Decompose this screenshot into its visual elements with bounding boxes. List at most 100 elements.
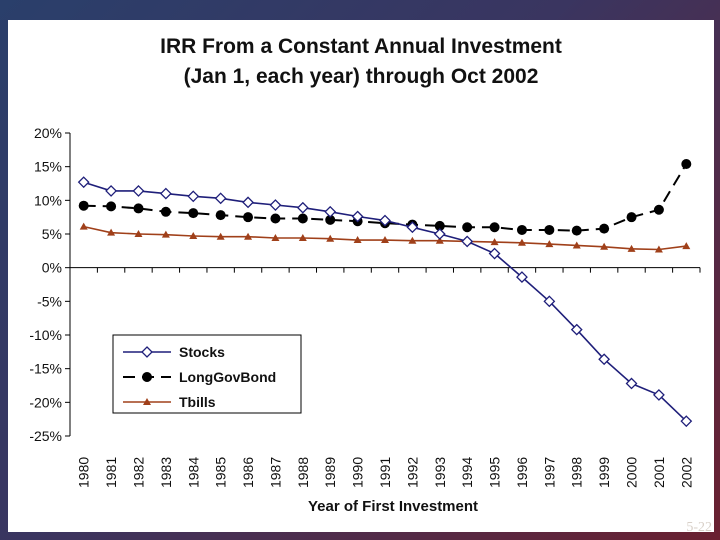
x-tick-label: 1996 — [514, 457, 530, 488]
data-point-longgovbond — [188, 208, 199, 219]
x-tick-label: 1995 — [487, 457, 503, 488]
data-point-longgovbond — [653, 204, 664, 215]
data-point-longgovbond — [544, 224, 555, 235]
x-tick-label: 1990 — [350, 457, 366, 488]
y-tick-label: -10% — [29, 327, 62, 343]
x-tick-label: 1983 — [158, 457, 174, 488]
data-point-tbills — [161, 230, 170, 238]
legend-label-stocks: Stocks — [179, 344, 225, 360]
x-tick-label: 1991 — [377, 457, 393, 488]
x-tick-label: 1987 — [267, 457, 283, 488]
data-point-stocks — [351, 210, 364, 223]
data-point-tbills — [298, 234, 307, 242]
data-point-longgovbond — [270, 213, 281, 224]
y-tick-label: -15% — [29, 361, 62, 377]
data-point-stocks — [105, 184, 118, 197]
data-point-stocks — [269, 199, 282, 211]
x-axis-label: Year of First Investment — [308, 498, 478, 515]
y-tick-label: -5% — [37, 293, 62, 309]
data-point-tbills — [572, 241, 581, 249]
data-point-stocks — [570, 323, 583, 336]
y-tick-label: 5% — [42, 226, 62, 242]
data-point-longgovbond — [626, 212, 637, 223]
data-point-tbills — [654, 245, 663, 253]
data-point-longgovbond — [133, 203, 144, 214]
x-tick-label: 1994 — [459, 457, 475, 488]
data-point-tbills — [408, 236, 417, 244]
data-point-stocks — [324, 205, 337, 218]
x-tick-label: 1985 — [213, 457, 229, 488]
data-point-stocks — [77, 176, 90, 189]
x-tick-label: 1999 — [596, 457, 612, 488]
legend: Stocks LongGovBond Tbills — [112, 334, 302, 414]
y-tick-label: 15% — [34, 159, 62, 175]
data-point-longgovbond — [489, 222, 500, 233]
data-point-tbills — [326, 234, 335, 242]
data-point-tbills — [545, 240, 554, 248]
data-point-tbills — [189, 232, 198, 240]
y-tick-label: 20% — [34, 125, 62, 141]
legend-label-longgovbond: LongGovBond — [179, 369, 276, 385]
data-point-longgovbond — [571, 225, 582, 236]
data-point-tbills — [216, 232, 225, 240]
data-point-longgovbond — [297, 213, 308, 224]
legend-marker-longgovbond — [142, 372, 152, 382]
x-tick-labels: 1980 1981 1982 1983 1984 1985 1986 1987 1988 1989… — [76, 457, 695, 488]
chart-panel: IRR From a Constant Annual Investment (J… — [8, 20, 714, 532]
axes — [65, 132, 701, 437]
data-point-stocks — [516, 271, 528, 284]
data-point-stocks — [296, 201, 309, 214]
data-point-stocks — [543, 295, 556, 308]
x-tick-label: 1984 — [185, 457, 201, 488]
data-point-longgovbond — [160, 206, 171, 217]
data-point-longgovbond — [243, 212, 254, 223]
data-point-longgovbond — [78, 200, 89, 211]
data-point-stocks — [488, 247, 501, 260]
x-tick-label: 1998 — [569, 457, 585, 488]
x-tick-label: 1982 — [130, 457, 146, 488]
x-tick-label: 2002 — [678, 457, 694, 488]
data-point-stocks — [242, 196, 254, 209]
y-tick-label: 10% — [34, 192, 62, 208]
legend-marker-tbills — [143, 398, 151, 405]
x-tick-label: 2000 — [624, 457, 640, 488]
x-tick-label: 1980 — [76, 457, 92, 488]
data-point-stocks — [132, 184, 145, 197]
chart-title: IRR From a Constant Annual Investment — [160, 35, 562, 58]
data-point-stocks — [187, 190, 200, 203]
data-point-tbills — [271, 234, 280, 242]
series-group — [77, 158, 693, 428]
data-point-stocks — [680, 415, 693, 428]
y-tick-label: -20% — [29, 394, 62, 410]
legend-label-tbills: Tbills — [179, 394, 216, 410]
x-tick-label: 1981 — [103, 457, 119, 488]
x-tick-label: 1997 — [541, 457, 557, 488]
x-tick-label: 1989 — [322, 457, 338, 488]
x-tick-label: 1993 — [432, 457, 448, 488]
data-point-tbills — [517, 238, 526, 246]
slide-number: 5-22 — [686, 520, 712, 535]
data-point-tbills — [600, 242, 609, 250]
data-point-tbills — [682, 242, 691, 250]
data-point-tbills — [244, 232, 253, 240]
legend-marker-stocks — [141, 346, 153, 358]
data-point-tbills — [134, 230, 143, 237]
data-point-longgovbond — [462, 222, 473, 233]
data-point-tbills — [435, 236, 444, 244]
data-point-tbills — [79, 222, 88, 230]
data-point-stocks — [598, 353, 611, 366]
data-point-longgovbond — [106, 201, 117, 212]
data-point-longgovbond — [516, 224, 527, 235]
data-point-tbills — [381, 236, 389, 244]
data-point-longgovbond — [599, 223, 610, 234]
y-tick-label: -25% — [29, 428, 62, 444]
data-point-stocks — [379, 214, 391, 227]
x-tick-label: 2001 — [651, 457, 667, 488]
x-tick-label: 1992 — [404, 457, 420, 488]
data-point-longgovbond — [215, 210, 226, 221]
data-point-stocks — [406, 221, 419, 234]
data-point-stocks — [214, 192, 227, 205]
data-point-tbills — [107, 228, 116, 236]
data-point-stocks — [625, 377, 638, 390]
y-tick-label: 0% — [42, 260, 62, 276]
